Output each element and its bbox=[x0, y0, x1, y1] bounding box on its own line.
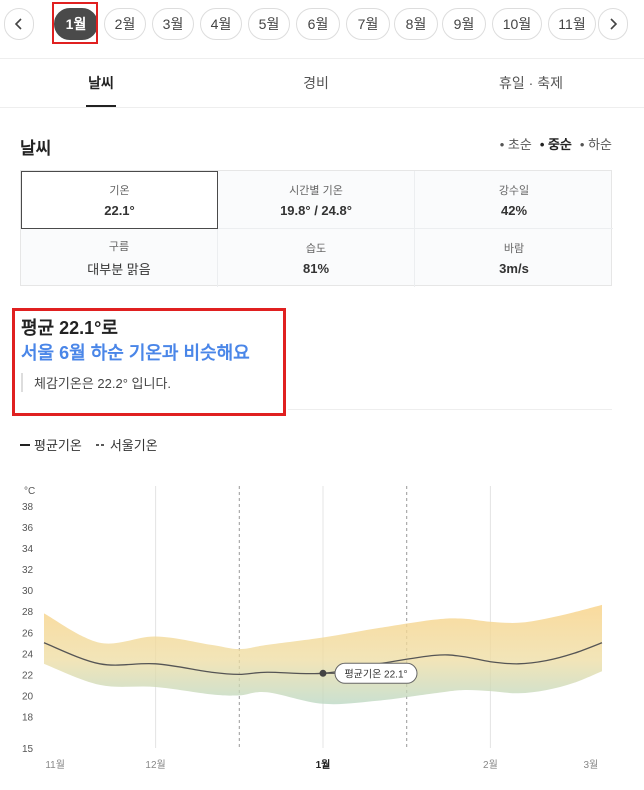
marker-tooltip-box bbox=[334, 662, 418, 684]
active-tab-indicator bbox=[86, 105, 116, 107]
y-tick-label: 24 bbox=[22, 649, 34, 660]
stat-label: 강수일 bbox=[498, 184, 530, 197]
x-tick-label: 1월 bbox=[316, 759, 331, 771]
chevron-left-icon bbox=[14, 18, 22, 30]
x-tick-label: 12월 bbox=[145, 759, 165, 771]
selection-highlight bbox=[52, 2, 98, 44]
next-month-button[interactable] bbox=[598, 8, 628, 40]
legend-seoul-label: 서울기온 bbox=[109, 438, 158, 453]
period-mid[interactable]: • 중순 bbox=[539, 137, 572, 152]
stat-label: 구름 bbox=[108, 241, 130, 253]
tab-weather[interactable]: 날씨 bbox=[88, 75, 114, 91]
y-tick-label: 36 bbox=[22, 523, 34, 534]
x-tick-label: 2월 bbox=[483, 759, 498, 771]
legend-average-label: 평균기온 bbox=[34, 438, 82, 453]
summary-comparison: 서울 6월 하순 기온과 비슷해요 bbox=[21, 343, 250, 363]
x-tick-label: 11월 bbox=[45, 759, 65, 771]
stat-value: 42% bbox=[500, 202, 528, 218]
marker-tooltip-label: 평균기온 22.1° bbox=[344, 668, 407, 680]
summary-average: 평균 22.1°로 bbox=[21, 318, 118, 338]
legend-average: 평균기온 bbox=[20, 435, 82, 454]
section-divider bbox=[288, 409, 612, 410]
stat-label: 기온 bbox=[109, 185, 130, 197]
legend-seoul: 서울기온 bbox=[95, 435, 158, 454]
content-tabs: 날씨 경비 휴일 · 축제 bbox=[0, 58, 644, 108]
y-tick-label: 18 bbox=[22, 712, 34, 723]
y-tick-label: 20 bbox=[22, 691, 34, 702]
stat-hourly-temperature[interactable]: 시간별 기온 19.8° / 24.8° bbox=[218, 171, 415, 229]
feels-like-note: 체감기온은 22.2° 입니다. bbox=[21, 373, 171, 392]
stat-value: 3m/s bbox=[499, 261, 529, 276]
y-tick-label: 26 bbox=[22, 628, 34, 639]
month-pill-10[interactable]: 10월 bbox=[492, 8, 542, 40]
stat-value: 19.8° / 24.8° bbox=[280, 202, 352, 218]
y-tick-label: 30 bbox=[22, 586, 34, 597]
stat-wind[interactable]: 바람 3m/s bbox=[415, 229, 613, 287]
weather-stats-grid: 기온 22.1° 시간별 기온 19.8° / 24.8° 강수일 42% 구름… bbox=[20, 170, 613, 287]
stat-label: 바람 bbox=[503, 243, 525, 255]
solid-line-icon bbox=[20, 443, 30, 446]
period-early[interactable]: • 초순 bbox=[499, 137, 532, 152]
month-selector: 1월 2월 3월 4월 5월 6월 7월 8월 9월 10월 11월 bbox=[0, 0, 644, 48]
tab-holidays-festivals[interactable]: 휴일 · 축제 bbox=[499, 75, 563, 91]
stat-label: 습도 bbox=[305, 243, 327, 255]
month-pill-6[interactable]: 6월 bbox=[296, 8, 340, 40]
dashed-line-icon bbox=[95, 443, 106, 446]
month-pill-3[interactable]: 3월 bbox=[152, 8, 194, 40]
x-tick-label: 3월 bbox=[583, 759, 598, 771]
month-pill-9[interactable]: 9월 bbox=[442, 8, 486, 40]
stat-value: 대부분 맑음 bbox=[87, 262, 151, 277]
stat-temperature[interactable]: 기온 22.1° bbox=[21, 171, 218, 229]
period-filter: • 초순 • 중순 • 하순 bbox=[500, 134, 612, 153]
stat-clouds[interactable]: 구름 대부분 맑음 bbox=[21, 229, 218, 287]
y-tick-label: 28 bbox=[22, 607, 34, 618]
month-pill-11[interactable]: 11월 bbox=[548, 8, 596, 40]
y-tick-label: 32 bbox=[22, 565, 34, 576]
month-pill-7[interactable]: 7월 bbox=[346, 8, 390, 40]
tab-expenses[interactable]: 경비 bbox=[303, 75, 329, 91]
y-tick-label: 22 bbox=[22, 670, 34, 681]
month-pill-1[interactable]: 1월 bbox=[54, 8, 98, 40]
y-tick-label: 38 bbox=[22, 502, 34, 513]
month-pill-4[interactable]: 4월 bbox=[200, 8, 242, 40]
chart-legend: 평균기온 서울기온 bbox=[20, 435, 158, 454]
chevron-right-icon bbox=[610, 18, 618, 30]
summary-highlight bbox=[12, 308, 286, 416]
temperature-range-band bbox=[44, 604, 602, 705]
stat-humidity[interactable]: 습도 81% bbox=[218, 229, 415, 287]
stat-label: 시간별 기온 bbox=[289, 184, 343, 197]
y-tick-label: 15 bbox=[22, 744, 34, 755]
prev-month-button[interactable] bbox=[4, 8, 34, 40]
month-pill-8[interactable]: 8월 bbox=[394, 8, 438, 40]
stat-value: 22.1° bbox=[104, 203, 135, 218]
month-pill-2[interactable]: 2월 bbox=[104, 8, 146, 40]
y-axis-unit: °C bbox=[24, 486, 35, 497]
y-tick-label: 34 bbox=[22, 544, 34, 555]
stat-value: 81% bbox=[302, 261, 330, 276]
period-late[interactable]: • 하순 bbox=[579, 137, 612, 152]
month-pill-5[interactable]: 5월 bbox=[248, 8, 290, 40]
stat-rain-days[interactable]: 강수일 42% bbox=[415, 171, 613, 229]
weather-title: 날씨 bbox=[20, 139, 52, 158]
